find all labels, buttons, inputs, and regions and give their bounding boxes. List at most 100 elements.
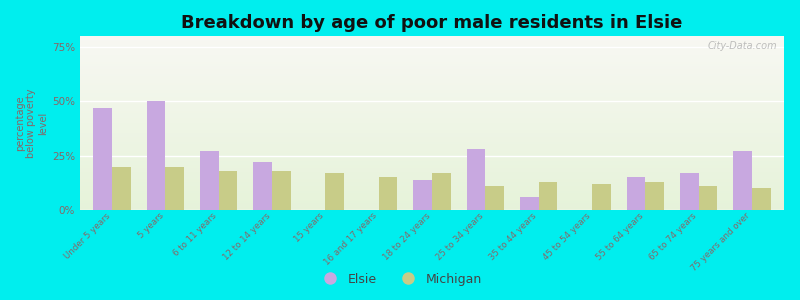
Bar bbox=[80, 154, 784, 156]
Bar bbox=[80, 112, 784, 114]
Bar bbox=[80, 66, 784, 67]
Bar bbox=[80, 158, 784, 160]
Bar bbox=[80, 88, 784, 90]
Bar bbox=[80, 168, 784, 170]
Bar bbox=[80, 128, 784, 130]
Bar bbox=[466, 149, 486, 210]
Bar bbox=[254, 162, 272, 210]
Bar bbox=[80, 200, 784, 201]
Bar bbox=[80, 109, 784, 111]
Bar bbox=[80, 161, 784, 163]
Bar bbox=[80, 144, 784, 146]
Bar bbox=[80, 165, 784, 167]
Bar bbox=[326, 173, 344, 210]
Bar bbox=[80, 48, 784, 50]
Bar bbox=[80, 55, 784, 57]
Title: Breakdown by age of poor male residents in Elsie: Breakdown by age of poor male residents … bbox=[182, 14, 682, 32]
Bar bbox=[80, 137, 784, 139]
Bar bbox=[80, 78, 784, 80]
Bar bbox=[80, 125, 784, 127]
Bar bbox=[80, 57, 784, 58]
Bar bbox=[80, 130, 784, 132]
Bar bbox=[80, 80, 784, 81]
Bar bbox=[80, 114, 784, 116]
Bar bbox=[80, 62, 784, 64]
Bar bbox=[80, 186, 784, 188]
Bar bbox=[80, 81, 784, 83]
Bar bbox=[80, 182, 784, 184]
Bar bbox=[146, 101, 166, 210]
Bar bbox=[80, 95, 784, 97]
Bar bbox=[680, 173, 698, 210]
Bar bbox=[626, 177, 646, 210]
Bar bbox=[80, 140, 784, 142]
Bar bbox=[80, 45, 784, 46]
Bar bbox=[80, 106, 784, 107]
Bar bbox=[520, 197, 538, 210]
Bar bbox=[80, 38, 784, 40]
Bar bbox=[80, 52, 784, 53]
Bar bbox=[80, 58, 784, 60]
Bar bbox=[80, 60, 784, 62]
Bar bbox=[80, 102, 784, 104]
Bar bbox=[80, 196, 784, 198]
Bar bbox=[80, 123, 784, 125]
Bar bbox=[272, 171, 290, 210]
Bar bbox=[80, 86, 784, 88]
Text: City-Data.com: City-Data.com bbox=[707, 41, 777, 51]
Bar bbox=[486, 186, 504, 210]
Bar bbox=[592, 184, 610, 210]
Bar bbox=[698, 186, 718, 210]
Bar bbox=[80, 173, 784, 175]
Bar bbox=[200, 151, 218, 210]
Bar bbox=[646, 182, 664, 210]
Bar bbox=[80, 118, 784, 119]
Bar bbox=[80, 85, 784, 86]
Bar bbox=[80, 64, 784, 66]
Bar bbox=[80, 43, 784, 45]
Bar bbox=[80, 191, 784, 193]
Bar bbox=[734, 151, 752, 210]
Bar bbox=[80, 142, 784, 144]
Bar bbox=[80, 194, 784, 196]
Bar bbox=[80, 46, 784, 48]
Bar bbox=[80, 170, 784, 172]
Bar bbox=[80, 92, 784, 93]
Bar bbox=[80, 151, 784, 153]
Bar bbox=[80, 119, 784, 121]
Bar bbox=[80, 67, 784, 69]
Bar bbox=[432, 173, 450, 210]
Bar bbox=[80, 83, 784, 85]
Bar bbox=[80, 41, 784, 43]
Bar bbox=[80, 107, 784, 109]
Bar bbox=[80, 50, 784, 52]
Bar bbox=[218, 171, 238, 210]
Bar bbox=[80, 139, 784, 140]
Bar bbox=[80, 205, 784, 206]
Bar bbox=[166, 167, 184, 210]
Bar bbox=[80, 132, 784, 134]
Bar bbox=[80, 121, 784, 123]
Bar bbox=[80, 104, 784, 106]
Bar bbox=[414, 179, 432, 210]
Bar bbox=[80, 189, 784, 191]
Bar bbox=[80, 71, 784, 73]
Bar bbox=[94, 108, 112, 210]
Bar bbox=[80, 198, 784, 200]
Bar bbox=[80, 188, 784, 189]
Bar bbox=[80, 160, 784, 161]
Bar bbox=[80, 193, 784, 194]
Bar bbox=[80, 76, 784, 78]
Bar bbox=[80, 116, 784, 118]
Bar bbox=[80, 167, 784, 168]
Bar bbox=[80, 74, 784, 76]
Bar bbox=[80, 53, 784, 55]
Bar bbox=[80, 179, 784, 180]
Bar bbox=[80, 146, 784, 147]
Bar bbox=[80, 127, 784, 128]
Bar bbox=[80, 69, 784, 71]
Bar bbox=[80, 93, 784, 95]
Bar bbox=[80, 100, 784, 102]
Bar bbox=[80, 201, 784, 203]
Bar bbox=[80, 73, 784, 74]
